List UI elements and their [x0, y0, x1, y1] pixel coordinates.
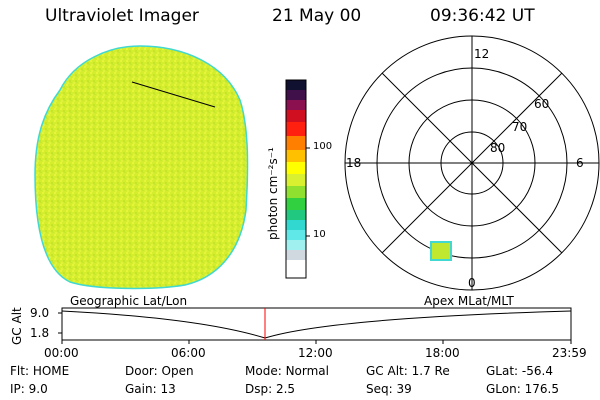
earth-image: [34, 45, 249, 290]
timeline-left-title: Geographic Lat/Lon: [70, 294, 188, 308]
instrument-title: Ultraviolet Imager: [45, 6, 199, 26]
status-ip: IP: 9.0: [10, 382, 48, 396]
timeline-xtick-3: 18:00: [425, 346, 460, 360]
polar-image-patch: [430, 241, 452, 261]
color-bar: [285, 79, 310, 279]
status-glon: GLon: 176.5: [486, 382, 559, 396]
timeline-xtick-4: 23:59: [552, 346, 587, 360]
colorbar-unit-label: photon cm⁻²s⁻¹: [266, 147, 280, 240]
timeline-xtick-1: 06:00: [171, 346, 206, 360]
status-gain: Gain: 13: [125, 382, 176, 396]
altitude-curve: [61, 310, 572, 339]
mlt-label-12: 12: [474, 47, 490, 61]
status-glat: GLat: -56.4: [486, 364, 553, 378]
colorbar-tick-10: 10: [313, 229, 326, 240]
orbit-track-line: [131, 81, 216, 108]
status-flt: Flt: HOME: [10, 364, 70, 378]
timeline-ytick-high: 9.0: [30, 306, 50, 320]
time-label: 09:36:42 UT: [430, 6, 535, 26]
status-gc-alt: GC Alt: 1.7 Re: [366, 364, 450, 378]
date-label: 21 May 00: [272, 6, 362, 26]
timeline-xtick-0: 00:00: [44, 346, 79, 360]
lat-label-80: 80: [490, 141, 506, 155]
status-door: Door: Open: [125, 364, 194, 378]
lat-label-60: 60: [534, 97, 550, 111]
status-mode: Mode: Normal: [245, 364, 329, 378]
mlt-label-0: 0: [468, 276, 476, 290]
timeline-plot: [58, 307, 572, 344]
timeline-right-title: Apex MLat/MLT: [424, 294, 514, 308]
lat-label-70: 70: [512, 120, 528, 134]
timeline-xtick-2: 12:00: [298, 346, 333, 360]
timeline-yaxis-label: GC Alt: [10, 307, 24, 345]
status-dsp: Dsp: 2.5: [245, 382, 296, 396]
status-seq: Seq: 39: [366, 382, 412, 396]
polar-plot: [344, 35, 600, 291]
timeline-ytick-low: 1.8: [30, 326, 50, 340]
colorbar-tick-100: 100: [313, 141, 333, 152]
mlt-label-6: 6: [576, 156, 584, 170]
mlt-label-18: 18: [346, 156, 362, 170]
